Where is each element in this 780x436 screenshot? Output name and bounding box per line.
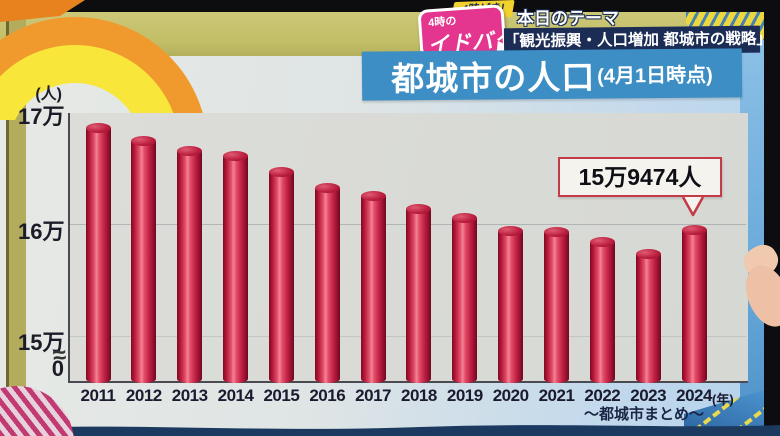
- hand-palm: [737, 258, 780, 334]
- year-label-2011: 2011: [80, 386, 116, 405]
- bar-cap-2011: [85, 122, 111, 133]
- bar-2014: [223, 155, 249, 383]
- chart-title-date: (4月1日時点): [597, 64, 713, 88]
- y-axis-break-symbol: ≈: [51, 341, 68, 370]
- year-label-2016: 2016: [309, 386, 346, 405]
- bar-cap-2022: [589, 236, 615, 247]
- year-label-2012: 2012: [125, 386, 162, 405]
- year-label-2022: 2022: [584, 386, 621, 405]
- bar-cap-2014: [223, 150, 249, 161]
- bar-2013: [177, 151, 203, 383]
- bar-cap-2015: [268, 167, 294, 178]
- chart-title: 都城市の人口: [391, 58, 596, 97]
- bar-2012: [131, 141, 157, 383]
- bar-cap-2018: [406, 204, 432, 215]
- year-label-2014: 2014: [217, 386, 254, 405]
- bar-2018: [406, 209, 432, 383]
- population-callout-box: 15万9474人: [558, 157, 722, 197]
- year-label-2023: 2023: [630, 386, 667, 405]
- callout-pointer-tail: [681, 196, 705, 217]
- year-label-2024: 2024: [676, 386, 712, 405]
- data-source-credit: 〜都城市まとめ〜: [584, 406, 705, 423]
- bottom-navy-wave: [0, 425, 780, 436]
- year-label-2020: 2020: [492, 386, 529, 405]
- y-tick-160000: 16万: [18, 219, 65, 244]
- bar-2022: [589, 241, 615, 383]
- bar-2015: [268, 172, 294, 383]
- chart-title-banner: 都城市の人口 (4月1日時点): [361, 48, 743, 101]
- bar-cap-2023: [635, 249, 661, 260]
- y-tick-zero: 0: [51, 356, 64, 381]
- bar-cap-2020: [498, 225, 524, 236]
- bar-cap-2019: [452, 213, 478, 224]
- bar-2021: [544, 231, 569, 383]
- presenter-hand: [737, 239, 780, 334]
- bar-cap-2024: [681, 224, 707, 235]
- bar-cap-2017: [360, 191, 386, 201]
- year-label-2019: 2019: [446, 386, 483, 405]
- rainbow-arc-decoration: [0, 0, 205, 120]
- todays-theme-label: 本日のテーマ: [517, 9, 619, 28]
- bar-2019: [452, 218, 478, 383]
- year-label-2018: 2018: [401, 386, 437, 405]
- bar-cap-2016: [314, 183, 340, 194]
- year-label-2013: 2013: [171, 386, 208, 405]
- bar-cap-2012: [131, 136, 157, 147]
- year-label-2015: 2015: [263, 386, 300, 405]
- bar-2011: [85, 127, 111, 383]
- bar-2020: [498, 230, 524, 383]
- bar-2016: [314, 188, 340, 383]
- x-axis-unit-label: (年): [712, 392, 734, 407]
- y-tick-150000: 15万: [18, 330, 65, 355]
- y-axis-unit-label: (人): [35, 86, 62, 103]
- y-tick-170000: 17万: [18, 104, 65, 129]
- bar-cap-2013: [177, 146, 203, 157]
- bar-2023: [635, 254, 661, 383]
- year-label-2021: 2021: [538, 386, 575, 405]
- bar-2017: [360, 196, 386, 383]
- bar-cap-2021: [544, 226, 569, 237]
- year-label-2017: 2017: [355, 386, 391, 405]
- bar-2024: [681, 229, 707, 383]
